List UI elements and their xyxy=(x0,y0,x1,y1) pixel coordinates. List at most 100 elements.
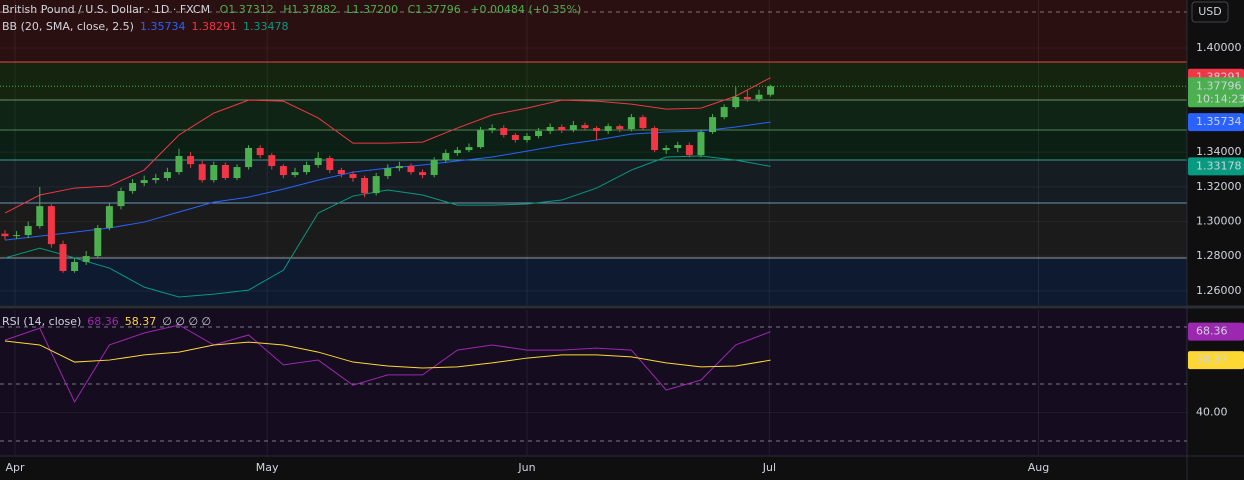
candle-body xyxy=(743,96,751,100)
candle-body xyxy=(488,128,496,131)
price-label: 1.33178 xyxy=(1196,159,1242,172)
candle-body xyxy=(581,125,589,129)
indicator-value: 1.35734 xyxy=(140,20,186,33)
y-tick-label: 1.30000 xyxy=(1196,215,1242,228)
x-tick-label: Jun xyxy=(517,461,535,474)
change: +0.00484 (+0.35%) xyxy=(470,3,581,16)
candle-body xyxy=(279,166,287,176)
candle-body xyxy=(326,158,334,171)
y-tick-label: 1.28000 xyxy=(1196,249,1242,262)
candle-body xyxy=(674,145,682,148)
indicator-name: BB (20, SMA, close, 2.5) xyxy=(2,20,134,33)
price-label-box xyxy=(1188,113,1244,132)
candle-body xyxy=(407,166,415,173)
indicator-value: 58.37 xyxy=(125,315,157,328)
candle-body xyxy=(709,117,717,133)
y-tick-label: 1.40000 xyxy=(1196,41,1242,54)
price-label-box xyxy=(1188,351,1244,370)
candle-body xyxy=(94,227,102,257)
zone xyxy=(0,100,1187,130)
candle-body xyxy=(175,155,183,173)
zone xyxy=(0,160,1187,203)
price-label-box xyxy=(1188,77,1244,108)
candle-body xyxy=(465,147,473,151)
y-tick-label: 1.34000 xyxy=(1196,145,1242,158)
zone xyxy=(0,130,1187,160)
candle-body xyxy=(105,206,113,228)
candle-body xyxy=(697,132,705,156)
y-tick-label: 1.32000 xyxy=(1196,180,1242,193)
candle-body xyxy=(268,155,276,167)
candle-body xyxy=(372,176,380,194)
candle-body xyxy=(419,172,427,176)
countdown: 10:14:23 xyxy=(1196,92,1244,105)
indicator-value: 1.38291 xyxy=(191,20,237,33)
candle-body xyxy=(233,167,241,179)
candle-body xyxy=(140,180,148,184)
x-tick-label: Apr xyxy=(5,461,25,474)
indicator-value: ∅ ∅ ∅ ∅ xyxy=(162,315,211,328)
candle-body xyxy=(500,128,508,135)
candle-body xyxy=(430,160,438,176)
candle-body xyxy=(71,261,79,271)
y-tick-label: 1.26000 xyxy=(1196,284,1242,297)
price-label-box xyxy=(1188,157,1244,176)
candle-body xyxy=(210,164,218,181)
indicator-name: RSI (14, close) xyxy=(2,315,81,328)
candle-body xyxy=(303,164,311,173)
ohlc: H1.37882 xyxy=(283,3,337,16)
candle-body xyxy=(546,126,554,131)
candle-body xyxy=(558,126,566,131)
y-tick-label: 40.00 xyxy=(1196,406,1228,419)
price-label: 1.37796 xyxy=(1196,79,1242,92)
zone xyxy=(0,0,1187,62)
candle-body xyxy=(82,256,90,262)
ohlc: C1.37796 xyxy=(408,3,461,16)
candle-body xyxy=(535,130,543,137)
series-line xyxy=(4,155,771,298)
candle-body xyxy=(593,128,601,131)
indicator-value: 68.36 xyxy=(87,315,119,328)
currency: USD xyxy=(1198,5,1222,18)
candle-body xyxy=(685,145,693,156)
candle-body xyxy=(384,168,392,177)
price-label: 58.37 xyxy=(1196,353,1228,366)
price-label: 68.36 xyxy=(1196,325,1228,338)
candle-body xyxy=(221,164,229,179)
candle-body xyxy=(256,147,264,156)
candle-body xyxy=(720,107,728,118)
x-tick-label: Jul xyxy=(762,461,776,474)
candle-body xyxy=(767,86,775,95)
candle-body xyxy=(523,136,531,141)
x-tick-label: May xyxy=(256,461,279,474)
x-tick-label: Aug xyxy=(1028,461,1049,474)
candle-body xyxy=(639,117,647,129)
candle-body xyxy=(36,206,44,227)
candle-body xyxy=(395,166,403,169)
zone xyxy=(0,62,1187,100)
candle-body xyxy=(627,117,635,130)
zone xyxy=(0,258,1187,305)
candle-body xyxy=(198,164,206,181)
candle-body xyxy=(662,147,670,151)
candle-body xyxy=(604,126,612,131)
ohlc: L1.37200 xyxy=(347,3,399,16)
header: British Pound / U.S. Dollar · 1D · FXCM … xyxy=(2,3,581,16)
candle-body xyxy=(732,96,740,108)
candle-body xyxy=(163,172,171,179)
candle-body xyxy=(117,191,125,207)
currency-box[interactable] xyxy=(1191,1,1229,23)
candle-body xyxy=(511,134,519,141)
candle-body xyxy=(616,126,624,130)
series-line xyxy=(4,340,771,369)
candle-body xyxy=(152,178,160,181)
candle-body xyxy=(24,226,32,236)
candle-body xyxy=(291,172,299,176)
zone xyxy=(0,203,1187,258)
price-label-box xyxy=(1188,322,1244,341)
candle-body xyxy=(477,130,485,148)
series-line xyxy=(4,324,771,404)
indicator-value: 1.33478 xyxy=(243,20,289,33)
candle-body xyxy=(187,155,195,165)
